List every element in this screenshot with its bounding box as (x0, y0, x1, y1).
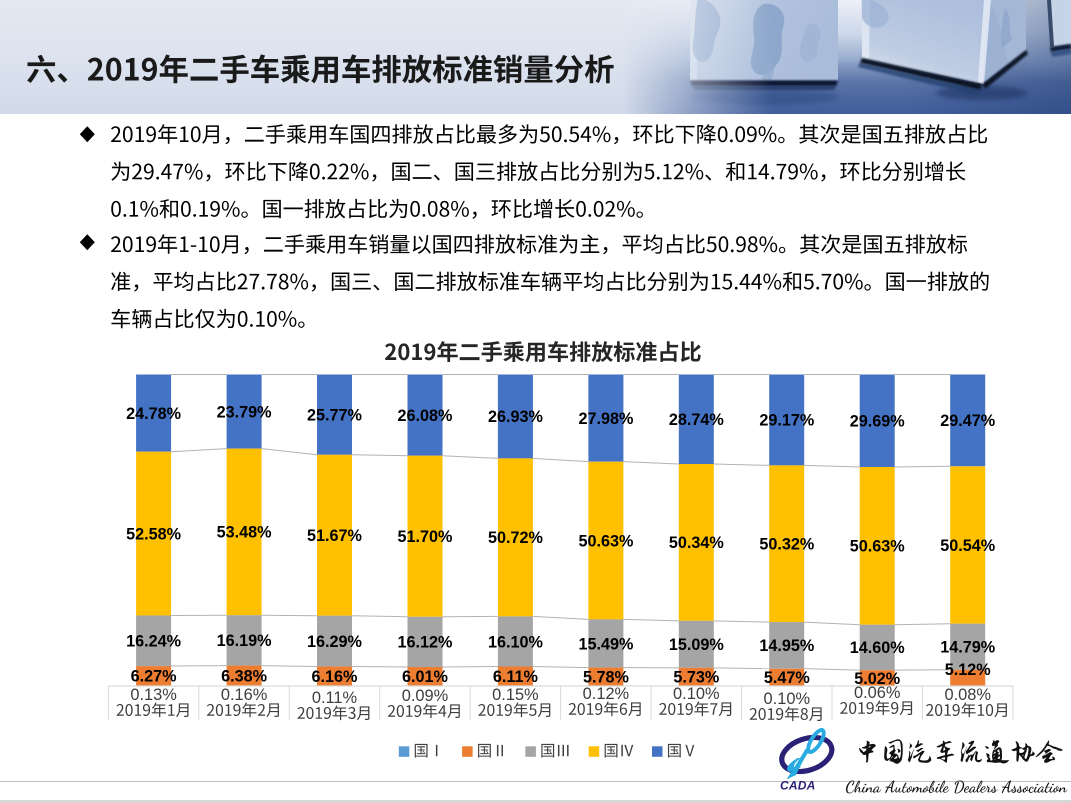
svg-text:6.01%: 6.01% (402, 668, 448, 686)
svg-text:26.08%: 26.08% (398, 407, 453, 425)
svg-text:16.24%: 16.24% (126, 633, 181, 651)
svg-text:0.16%: 0.16% (221, 686, 267, 704)
svg-text:29.17%: 29.17% (759, 412, 814, 430)
svg-text:5.73%: 5.73% (673, 669, 719, 687)
svg-text:14.79%: 14.79% (940, 639, 995, 657)
svg-text:50.32%: 50.32% (759, 536, 814, 554)
svg-text:23.79%: 23.79% (217, 403, 272, 421)
svg-text:5.12%: 5.12% (945, 661, 991, 679)
svg-text:0.06%: 0.06% (854, 684, 900, 702)
svg-text:26.93%: 26.93% (488, 408, 543, 426)
svg-text:51.67%: 51.67% (307, 527, 362, 545)
svg-text:50.63%: 50.63% (850, 538, 905, 556)
svg-text:27.98%: 27.98% (578, 410, 633, 428)
svg-text:50.63%: 50.63% (578, 532, 633, 550)
svg-text:53.48%: 53.48% (217, 524, 272, 542)
svg-text:24.78%: 24.78% (126, 405, 181, 423)
svg-text:29.69%: 29.69% (850, 413, 905, 431)
svg-text:25.77%: 25.77% (307, 406, 362, 424)
svg-text:50.54%: 50.54% (940, 537, 995, 555)
svg-text:14.95%: 14.95% (759, 637, 814, 655)
svg-text:0.15%: 0.15% (492, 686, 538, 704)
svg-text:5.47%: 5.47% (764, 669, 810, 687)
svg-text:6.38%: 6.38% (221, 667, 267, 685)
svg-text:15.09%: 15.09% (669, 636, 724, 654)
svg-text:0.09%: 0.09% (402, 687, 448, 705)
svg-text:16.29%: 16.29% (307, 633, 362, 651)
svg-text:6.11%: 6.11% (493, 668, 538, 686)
svg-text:50.34%: 50.34% (669, 534, 724, 552)
svg-text:16.12%: 16.12% (398, 634, 453, 652)
svg-text:0.11%: 0.11% (312, 689, 357, 707)
svg-text:0.12%: 0.12% (583, 685, 629, 703)
svg-text:28.74%: 28.74% (669, 411, 724, 429)
svg-text:15.49%: 15.49% (578, 635, 633, 653)
svg-text:16.10%: 16.10% (488, 633, 543, 651)
svg-text:51.70%: 51.70% (398, 528, 453, 546)
svg-text:29.47%: 29.47% (940, 412, 995, 430)
svg-text:0.08%: 0.08% (944, 686, 990, 704)
svg-text:0.10%: 0.10% (673, 685, 719, 703)
svg-text:0.13%: 0.13% (130, 686, 176, 704)
svg-text:CADA: CADA (780, 779, 815, 793)
svg-text:5.78%: 5.78% (583, 668, 629, 686)
svg-text:6.27%: 6.27% (131, 668, 177, 686)
svg-text:16.19%: 16.19% (217, 632, 272, 650)
svg-text:6.16%: 6.16% (312, 668, 358, 686)
svg-text:5.02%: 5.02% (854, 670, 900, 688)
svg-text:50.72%: 50.72% (488, 529, 543, 547)
svg-text:52.58%: 52.58% (126, 525, 181, 543)
svg-text:14.60%: 14.60% (850, 639, 905, 657)
svg-text:0.10%: 0.10% (764, 690, 810, 708)
